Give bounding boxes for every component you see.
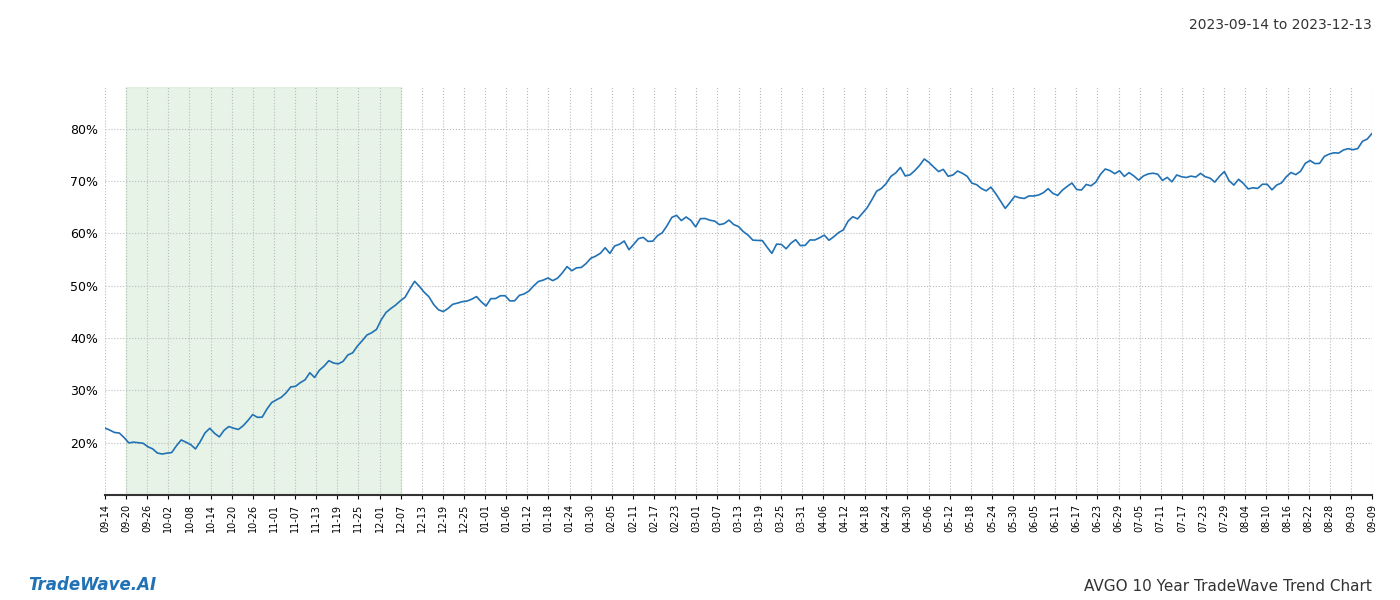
Text: 2023-09-14 to 2023-12-13: 2023-09-14 to 2023-12-13: [1189, 18, 1372, 32]
Text: AVGO 10 Year TradeWave Trend Chart: AVGO 10 Year TradeWave Trend Chart: [1084, 579, 1372, 594]
Bar: [126, 87, 400, 495]
Text: TradeWave.AI: TradeWave.AI: [28, 576, 157, 594]
